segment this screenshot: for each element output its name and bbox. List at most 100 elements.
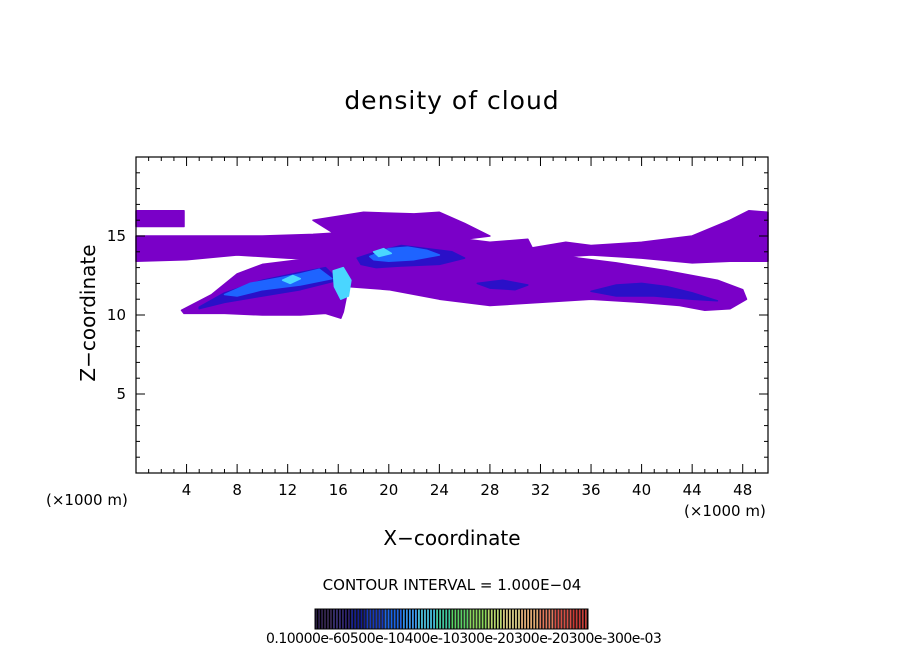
colorbar-swatch-9 (342, 609, 344, 629)
y-axis-label: Z−coordinate (76, 244, 100, 382)
colorbar-swatch-56 (484, 609, 487, 629)
colorbar-swatch-30 (406, 609, 408, 629)
colorbar-gap-74 (541, 609, 543, 629)
colorbar-gap-40 (438, 609, 440, 629)
colorbar-gap-65 (513, 609, 516, 629)
colorbar-swatch-50 (466, 609, 469, 629)
colorbar-gap-71 (532, 609, 534, 629)
colorbar-swatch-61 (500, 609, 502, 629)
colorbar-gap-44 (450, 609, 452, 629)
colorbar-gap-29 (404, 609, 406, 629)
colorbar-gap-64 (510, 609, 513, 629)
colorbar-gap-80 (559, 609, 561, 629)
colorbar-labels: 0.10000e-60500e-10400e-10300e-20300e-203… (266, 631, 662, 647)
colorbar-swatch-48 (460, 609, 463, 629)
cloud-region-cyan-11 (332, 266, 352, 300)
colorbar-swatch-17 (366, 609, 369, 629)
colorbar-gap-72 (535, 609, 537, 629)
colorbar-swatch-45 (451, 609, 454, 629)
colorbar-swatch-68 (521, 609, 523, 629)
colorbar-gap-13 (356, 609, 358, 629)
colorbar-gap-26 (395, 609, 397, 629)
colorbar-gap-31 (410, 609, 413, 629)
colorbar-gap-79 (556, 609, 558, 629)
colorbar-swatch-22 (381, 609, 384, 629)
colorbar-gap-8 (340, 609, 343, 629)
x-unit-label-left: (×1000 m) (46, 491, 128, 509)
colorbar-swatch-83 (566, 609, 569, 629)
colorbar-gap-45 (453, 609, 455, 629)
y-tick-label-5: 5 (116, 385, 126, 403)
x-tick-label-20: 20 (379, 481, 398, 499)
colorbar-swatch-54 (478, 609, 481, 629)
colorbar-swatch-75 (542, 609, 545, 629)
plot-frame (135, 156, 769, 474)
colorbar-swatch-7 (336, 609, 338, 629)
colorbar-swatch-88 (581, 609, 584, 629)
colorbar-gap-57 (489, 609, 491, 629)
colorbar-gap-51 (471, 609, 473, 629)
colorbar-swatch-6 (333, 609, 335, 629)
colorbar-swatch-12 (351, 609, 354, 629)
cloud-region-blue-9 (223, 268, 333, 297)
colorbar-swatch-67 (518, 609, 520, 629)
colorbar-gap-4 (328, 609, 331, 629)
colorbar-gap-70 (529, 609, 531, 629)
colorbar-swatch-49 (463, 609, 466, 629)
colorbar-gap-30 (407, 609, 410, 629)
colorbar-gap-82 (565, 609, 567, 629)
colorbar-swatch-41 (439, 609, 442, 629)
y-tick-label-15: 15 (107, 227, 126, 245)
colorbar-gap-48 (462, 609, 464, 629)
colorbar-frame (314, 608, 589, 630)
colorbar-gap-75 (544, 609, 546, 629)
colorbar-swatch-23 (384, 609, 387, 629)
x-tick-label-40: 40 (632, 481, 651, 499)
colorbar-gap-77 (550, 609, 552, 629)
colorbar-swatch-31 (409, 609, 411, 629)
colorbar-gap-10 (347, 609, 349, 629)
colorbar-gap-21 (380, 609, 382, 629)
colorbar-swatch-47 (457, 609, 460, 629)
colorbar-gap-19 (374, 609, 376, 629)
colorbar-swatch-64 (509, 609, 511, 629)
colorbar-swatch-26 (393, 609, 396, 629)
colorbar-swatch-57 (487, 609, 490, 629)
colorbar-swatch-62 (503, 609, 505, 629)
colorbar-gap-73 (538, 609, 540, 629)
colorbar-swatch-5 (330, 609, 332, 629)
colorbar-gap-5 (331, 609, 334, 629)
colorbar-gap-66 (516, 609, 519, 629)
colorbar-swatch-60 (497, 609, 499, 629)
colorbar-swatch-79 (554, 609, 557, 629)
colorbar-gap-23 (386, 609, 388, 629)
colorbar-swatch-80 (557, 609, 560, 629)
colorbar-swatch-72 (533, 609, 536, 629)
colorbar-gap-60 (498, 609, 501, 629)
colorbar-gap-53 (477, 609, 479, 629)
colorbar-gap-47 (459, 609, 461, 629)
colorbar-swatch-52 (472, 609, 475, 629)
colorbar-gap-12 (353, 609, 355, 629)
colorbar-gap-85 (574, 609, 576, 629)
colorbar-gap-1 (319, 609, 322, 629)
x-tick-label-28: 28 (480, 481, 499, 499)
colorbar-swatch-82 (563, 609, 566, 629)
cloud-region-purple-0 (135, 209, 185, 228)
x-unit-label-right: (×1000 m) (684, 502, 766, 520)
colorbar-swatch-81 (560, 609, 563, 629)
colorbar-swatch-33 (415, 609, 417, 629)
colorbar-gap-59 (495, 609, 497, 629)
colorbar-gap-88 (583, 609, 585, 629)
colorbar-swatch-21 (378, 609, 381, 629)
colorbar-swatch-87 (578, 609, 581, 629)
x-tick-label-32: 32 (531, 481, 550, 499)
colorbar-gap-15 (362, 609, 364, 629)
colorbar-swatch-4 (327, 609, 329, 629)
colorbar-swatch-28 (399, 609, 402, 629)
colorbar-swatch-15 (360, 609, 363, 629)
colorbar-gap-6 (334, 609, 337, 629)
colorbar-gap-63 (507, 609, 510, 629)
colorbar-gap-52 (474, 609, 476, 629)
